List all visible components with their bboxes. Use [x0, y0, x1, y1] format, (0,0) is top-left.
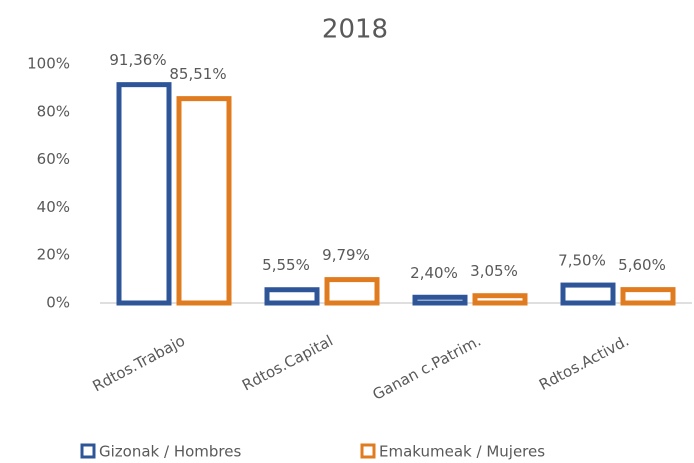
- x-tick-label: Rdtos.Activd.: [536, 332, 632, 394]
- value-label: 7,50%: [558, 252, 606, 270]
- bar: [412, 294, 468, 306]
- value-label: 9,79%: [322, 246, 370, 264]
- value-label: 5,55%: [262, 256, 310, 274]
- value-label: 85,51%: [169, 65, 226, 83]
- x-tick-label: Rdtos.Trabajo: [90, 332, 188, 396]
- y-tick-label: 60%: [37, 150, 70, 168]
- y-tick-label: 100%: [27, 55, 70, 73]
- value-label: 2,40%: [410, 264, 458, 282]
- y-tick-label: 20%: [37, 246, 70, 264]
- legend-swatch: [360, 443, 376, 459]
- bar: [560, 282, 616, 306]
- y-tick-label: 40%: [37, 198, 70, 216]
- legend-swatch: [80, 443, 96, 459]
- value-label: 5,60%: [618, 256, 666, 274]
- legend-label: Emakumeak / Mujeres: [379, 443, 545, 461]
- x-tick-label: Rdtos.Capital: [239, 332, 336, 395]
- bar: [472, 293, 528, 306]
- bar: [176, 96, 232, 306]
- bar: [264, 287, 320, 306]
- chart-title: 2018: [322, 15, 388, 45]
- bar: [324, 277, 380, 306]
- x-tick-label: Ganan c.Patrim.: [370, 332, 484, 404]
- legend-label: Gizonak / Hombres: [99, 443, 241, 461]
- y-tick-label: 0%: [46, 294, 70, 312]
- y-tick-label: 80%: [37, 102, 70, 120]
- bar: [116, 82, 172, 306]
- bar: [620, 287, 676, 306]
- value-label: 3,05%: [470, 262, 518, 280]
- value-label: 91,36%: [109, 51, 166, 69]
